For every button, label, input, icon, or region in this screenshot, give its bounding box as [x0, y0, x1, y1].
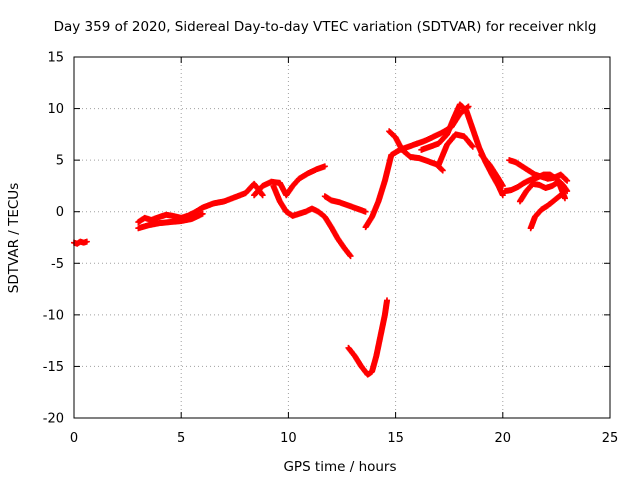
y-axis-ticks: -20 -15 -10 -5 0 5 10 15	[43, 51, 610, 427]
series-s3	[135, 210, 206, 232]
y-tick-label: -10	[43, 308, 64, 323]
x-tick-label: 15	[387, 431, 404, 446]
data-point	[561, 195, 568, 202]
data-point	[439, 167, 446, 174]
data-point	[321, 163, 328, 170]
series-s8	[386, 128, 446, 174]
x-axis-label: GPS time / hours	[283, 459, 396, 475]
y-tick-label: -20	[43, 412, 64, 427]
x-tick-label: 25	[602, 431, 619, 446]
x-tick-label: 0	[70, 431, 78, 446]
series-s12	[478, 151, 506, 189]
series-s5	[270, 182, 354, 260]
series-s17	[345, 297, 391, 378]
data-point	[499, 192, 506, 199]
series-s15	[516, 178, 568, 205]
data-point	[347, 253, 354, 260]
data-point	[465, 103, 472, 110]
series-s10	[418, 101, 506, 199]
data-point	[557, 192, 564, 199]
data-point	[83, 238, 90, 245]
plot-frame	[73, 56, 611, 419]
x-tick-label: 5	[177, 431, 185, 446]
data-point	[199, 210, 206, 217]
grid	[74, 57, 610, 418]
series-s11	[435, 131, 476, 169]
series-s7	[362, 140, 421, 231]
series-s6	[321, 193, 369, 215]
series-s1	[71, 238, 90, 247]
data-point	[259, 192, 266, 199]
y-tick-label: 10	[47, 102, 64, 117]
data-point	[362, 208, 369, 215]
x-tick-label: 10	[280, 431, 297, 446]
chart-title: Day 359 of 2020, Sidereal Day-to-day VTE…	[54, 19, 597, 35]
y-tick-label: -5	[51, 257, 64, 272]
x-axis-ticks: 0 5 10 15 20 25	[70, 57, 618, 446]
y-tick-label: 5	[56, 154, 64, 169]
x-tick-label: 20	[495, 431, 512, 446]
y-tick-label: 15	[47, 51, 64, 66]
series-s16	[527, 192, 564, 232]
data-point	[384, 297, 391, 304]
y-tick-label: 0	[56, 205, 64, 220]
y-axis-label: SDTVAR / TECUs	[6, 183, 22, 293]
data-point	[564, 177, 571, 184]
data-series	[71, 101, 571, 378]
series-s4	[251, 163, 328, 199]
data-point	[469, 143, 476, 150]
y-tick-label: -15	[43, 360, 64, 375]
series-s2	[135, 180, 266, 226]
data-point	[499, 182, 506, 189]
